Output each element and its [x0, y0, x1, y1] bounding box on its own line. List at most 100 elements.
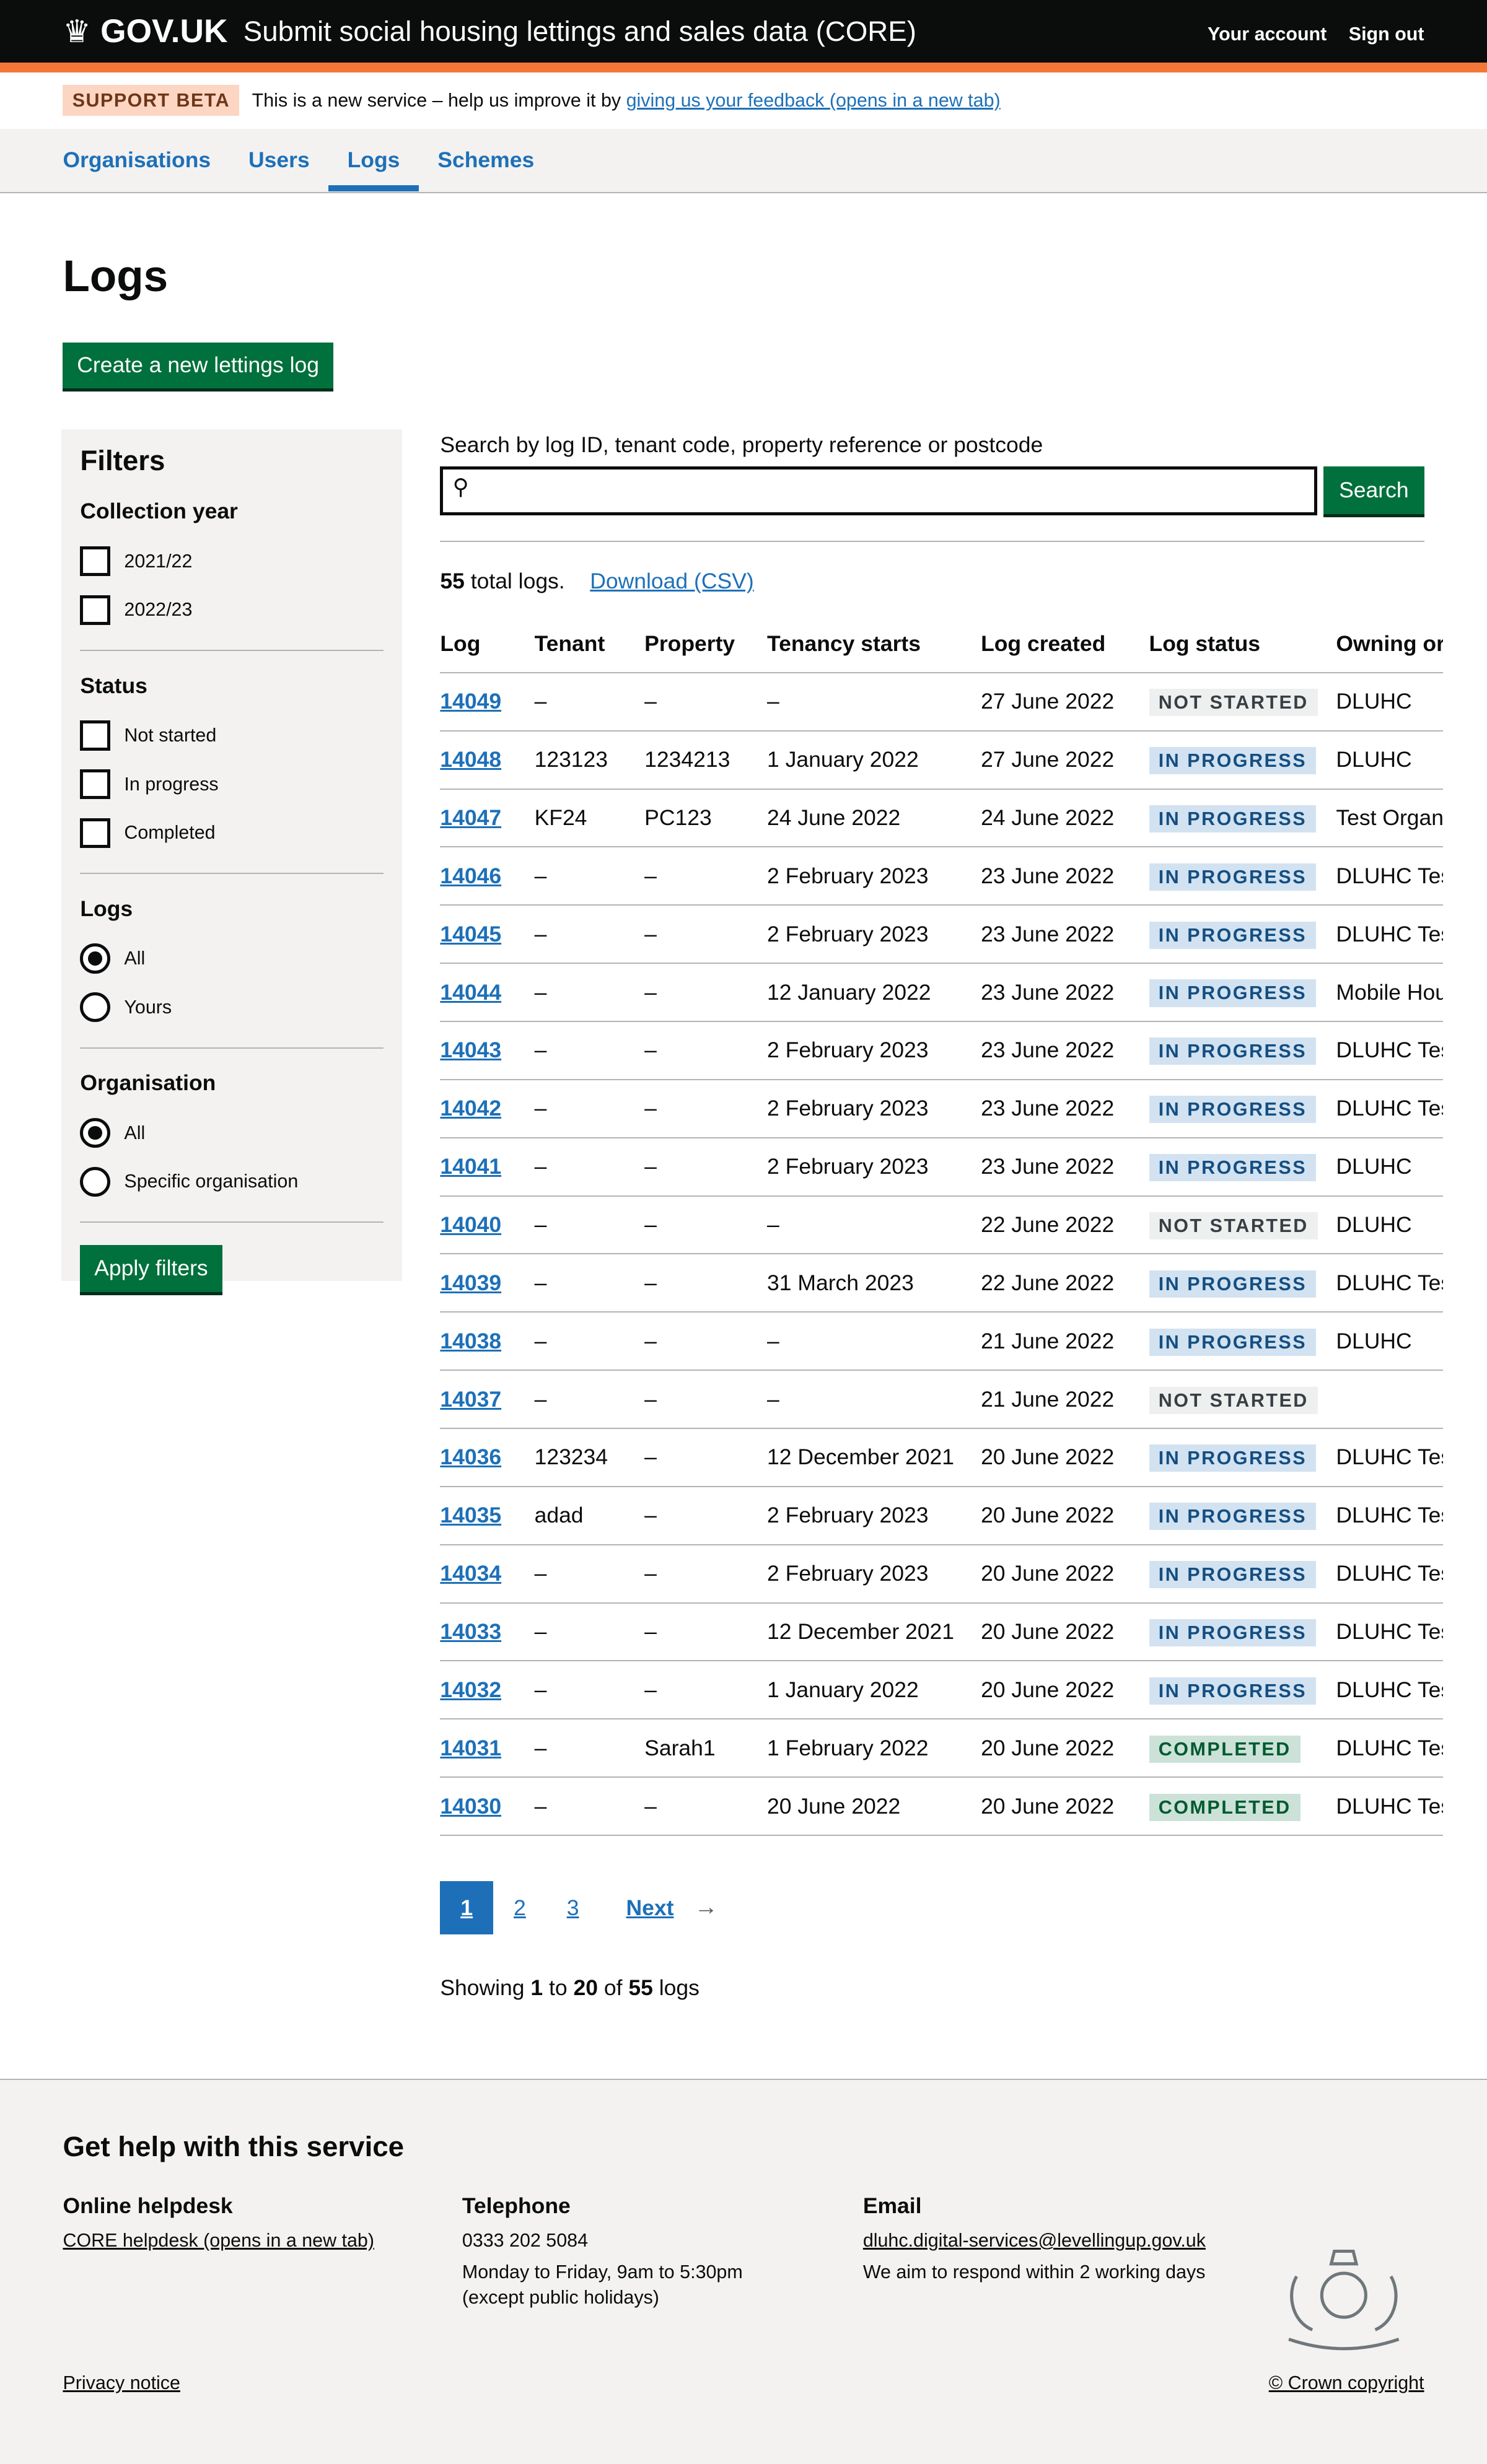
cell-text: 31 March 2023: [767, 1270, 914, 1295]
table-row: 14041 – – 2 February 2023 23 June 2022 IN PRO…: [440, 1137, 1443, 1197]
table-cell: –: [644, 1486, 768, 1545]
radio-org-all[interactable]: All: [80, 1109, 384, 1158]
checkbox[interactable]: [80, 546, 110, 577]
checkbox[interactable]: [80, 818, 110, 848]
apply-filters-button[interactable]: Apply filters: [80, 1244, 222, 1292]
log-id-link[interactable]: 14038: [440, 1328, 502, 1353]
log-id-link[interactable]: 14049: [440, 689, 502, 714]
privacy-notice-link[interactable]: Privacy notice: [63, 2372, 180, 2394]
cell-text: 20 June 2022: [981, 1444, 1115, 1470]
page-1-link[interactable]: 1: [440, 1881, 494, 1935]
page-title: Logs: [63, 251, 169, 301]
divider: [440, 540, 1424, 542]
helpdesk-link[interactable]: CORE helpdesk (opens in a new tab): [63, 2230, 374, 2252]
cell-text: DLUHC Tes: [1336, 921, 1443, 946]
cell-text: 12 January 2022: [767, 979, 931, 1005]
log-id-link[interactable]: 14041: [440, 1154, 502, 1179]
page-2-link[interactable]: 2: [514, 1895, 526, 1920]
radio[interactable]: [80, 943, 110, 974]
option-label: Yours: [124, 996, 172, 1018]
table-cell: 20 June 2022: [981, 1661, 1149, 1720]
checkbox[interactable]: [80, 769, 110, 800]
phone-note: (except public holidays): [462, 2286, 659, 2308]
logs-table-wrapper[interactable]: Log Tenant Property Tenancy starts Log creat…: [440, 616, 1443, 1837]
table-cell: NOT STARTED: [1149, 672, 1336, 732]
log-id-link[interactable]: 14046: [440, 863, 502, 888]
log-id-link[interactable]: 14034: [440, 1561, 502, 1586]
radio-org-specific[interactable]: Specific organisation: [80, 1157, 384, 1206]
status-badge: IN PROGRESS: [1149, 1154, 1317, 1182]
checkbox[interactable]: [80, 595, 110, 625]
checkbox-in-progress[interactable]: In progress: [80, 760, 384, 809]
nav-users[interactable]: Users: [248, 147, 310, 173]
nav-organisations[interactable]: Organisations: [63, 147, 211, 173]
checkbox-2022-23[interactable]: 2022/23: [80, 585, 384, 634]
cell-text: DLUHC Tes: [1336, 1096, 1443, 1121]
log-id-link[interactable]: 14040: [440, 1212, 502, 1237]
log-id-link[interactable]: 14044: [440, 979, 502, 1005]
log-id-link[interactable]: 14047: [440, 805, 502, 830]
table-cell: IN PROGRESS: [1149, 1312, 1336, 1371]
next-page-link[interactable]: Next: [626, 1895, 674, 1920]
download-csv-link[interactable]: Download (CSV): [590, 569, 754, 594]
cell-text: –: [534, 921, 547, 946]
sign-out-link[interactable]: Sign out: [1348, 24, 1424, 45]
table-cell: 20 June 2022: [981, 1428, 1149, 1487]
radio-logs-all[interactable]: All: [80, 934, 384, 983]
table-cell: IN PROGRESS: [1149, 1428, 1336, 1487]
nav-schemes[interactable]: Schemes: [437, 147, 535, 173]
log-id-link[interactable]: 14039: [440, 1270, 502, 1295]
email-link[interactable]: dluhc.digital-services@levellingup.gov.u…: [862, 2230, 1206, 2252]
table-cell: IN PROGRESS: [1149, 1079, 1336, 1138]
cell-text: 23 June 2022: [981, 1096, 1115, 1121]
log-id-link[interactable]: 14031: [440, 1735, 502, 1760]
create-lettings-log-button[interactable]: Create a new lettings log: [63, 343, 333, 388]
checkbox[interactable]: [80, 720, 110, 751]
table-cell: –: [644, 1312, 768, 1371]
your-account-link[interactable]: Your account: [1208, 24, 1327, 45]
status-badge: IN PROGRESS: [1149, 863, 1317, 891]
log-id-link[interactable]: 14030: [440, 1793, 502, 1819]
cell-text: 23 June 2022: [981, 979, 1115, 1005]
cell-text: KF24: [534, 805, 587, 830]
radio-logs-yours[interactable]: Yours: [80, 983, 384, 1032]
option-label: 2021/22: [124, 550, 193, 572]
table-cell: IN PROGRESS: [1149, 847, 1336, 906]
beta-tag: SUPPORT BETA: [63, 85, 240, 116]
log-id-link[interactable]: 14032: [440, 1677, 502, 1702]
log-id-link[interactable]: 14043: [440, 1038, 502, 1063]
table-cell: 24 June 2022: [981, 789, 1149, 848]
table-row: 14038 – – – 21 June 2022 IN PROGRESS DLUHC: [440, 1312, 1443, 1371]
search-button[interactable]: Search: [1323, 466, 1424, 514]
checkbox-completed[interactable]: Completed: [80, 808, 384, 857]
log-id-link[interactable]: 14035: [440, 1503, 502, 1528]
table-cell: DLUHC Tes: [1336, 1079, 1443, 1138]
crown-copyright-link[interactable]: © Crown copyright: [1268, 2372, 1424, 2394]
cell-text: –: [534, 1735, 547, 1760]
table-cell: KF24: [534, 789, 645, 848]
log-id-link[interactable]: 14033: [440, 1619, 502, 1644]
page-3-link[interactable]: 3: [566, 1895, 579, 1920]
nav-logs[interactable]: Logs: [328, 129, 419, 192]
checkbox-2021-22[interactable]: 2021/22: [80, 537, 384, 586]
radio[interactable]: [80, 1117, 110, 1148]
service-name[interactable]: Submit social housing lettings and sales…: [243, 15, 916, 47]
radio[interactable]: [80, 992, 110, 1023]
cell-text: 2 February 2023: [767, 1038, 929, 1063]
table-cell: [1336, 1370, 1443, 1429]
log-id-link[interactable]: 14037: [440, 1386, 502, 1412]
log-id-link[interactable]: 14048: [440, 747, 502, 772]
radio[interactable]: [80, 1166, 110, 1197]
search-input[interactable]: [440, 466, 1317, 516]
log-id-link[interactable]: 14045: [440, 921, 502, 946]
table-cell: IN PROGRESS: [1149, 1254, 1336, 1313]
table-cell: –: [644, 672, 768, 732]
feedback-link[interactable]: giving us your feedback (opens in a new …: [626, 89, 1001, 111]
log-id-link[interactable]: 14036: [440, 1444, 502, 1470]
status-badge: IN PROGRESS: [1149, 1444, 1317, 1472]
checkbox-not-started[interactable]: Not started: [80, 711, 384, 760]
log-count: 55: [440, 569, 465, 594]
log-id-link[interactable]: 14042: [440, 1096, 502, 1121]
table-row: 14045 – – 2 February 2023 23 June 2022 IN PRO…: [440, 905, 1443, 964]
govuk-logo[interactable]: GOV.UK: [100, 13, 228, 50]
